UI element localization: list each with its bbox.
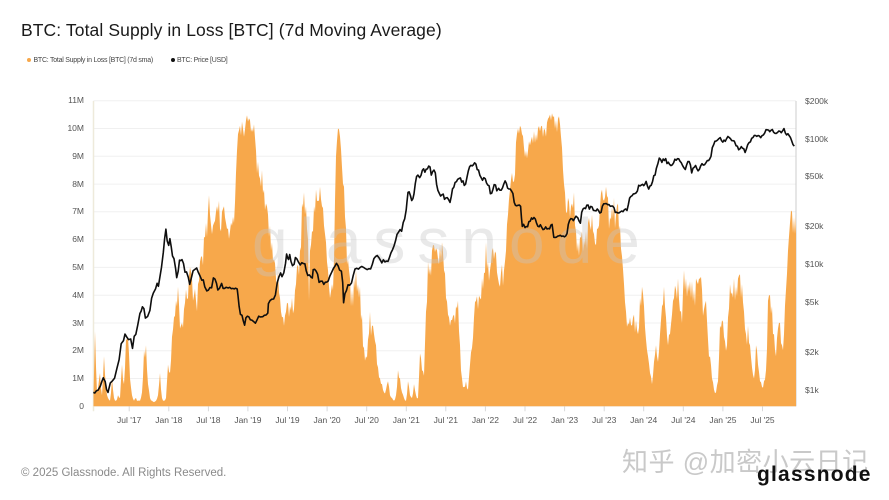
svg-text:glassnode: glassnode: [252, 205, 652, 277]
